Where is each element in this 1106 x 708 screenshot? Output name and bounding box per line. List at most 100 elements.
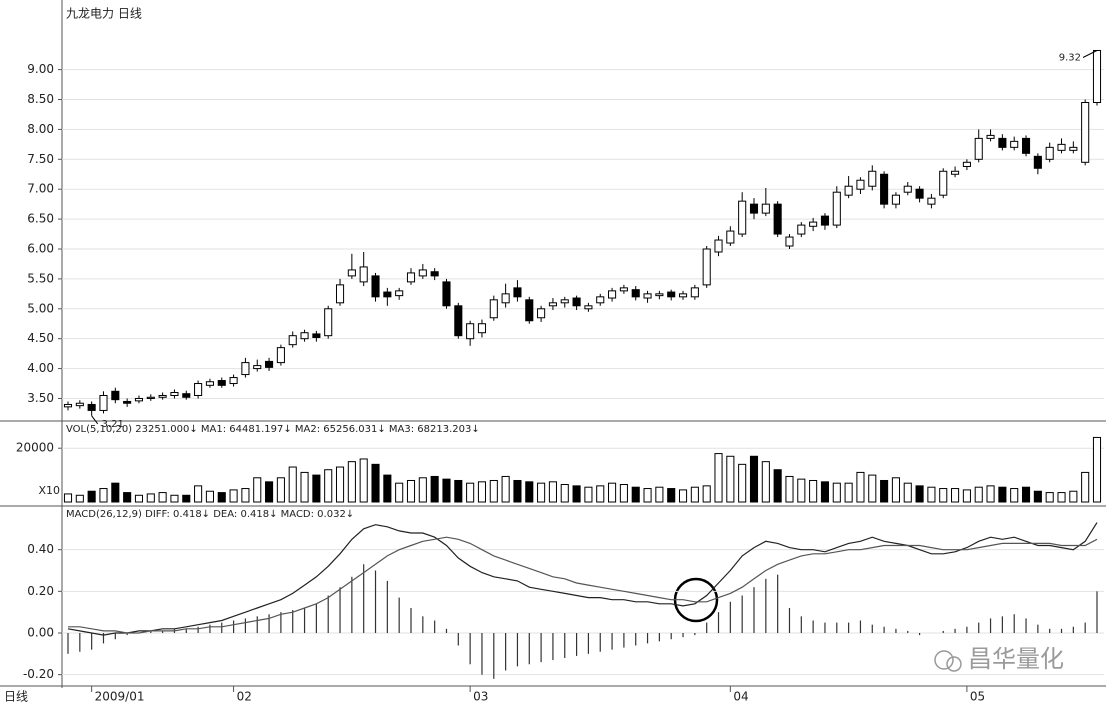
candle-body xyxy=(714,239,723,253)
volume-bar xyxy=(797,478,806,503)
volume-bar xyxy=(276,477,285,503)
candle-body xyxy=(915,188,924,199)
candle-body xyxy=(643,293,652,299)
candle-body xyxy=(383,291,392,298)
volume-bar xyxy=(596,485,605,503)
volume-bar xyxy=(608,482,617,503)
candle-body xyxy=(702,248,711,286)
volume-bar xyxy=(951,488,960,503)
candle-body xyxy=(809,221,818,227)
y-tick-label: 8.00 xyxy=(27,122,54,136)
candle-body xyxy=(619,287,628,292)
volume-bar xyxy=(714,453,723,503)
candle-body xyxy=(134,397,144,402)
candle-body xyxy=(501,293,510,304)
volume-bar xyxy=(477,481,487,503)
volume-bar xyxy=(631,486,640,503)
y-tick-label: 8.50 xyxy=(27,92,54,106)
candle-body xyxy=(844,185,853,196)
volume-bar xyxy=(466,482,475,503)
volume-bar xyxy=(572,485,581,503)
volume-bar xyxy=(690,486,699,503)
candle-body xyxy=(87,403,96,411)
volume-bar xyxy=(560,484,569,503)
x-tick-label: 2009/01 xyxy=(95,690,145,704)
volume-bar xyxy=(1092,436,1102,503)
candle-body xyxy=(477,323,487,334)
volume-bar xyxy=(974,486,983,503)
candle-body xyxy=(312,333,321,338)
candle-body xyxy=(1092,49,1102,104)
volume-bar xyxy=(489,479,498,503)
volume-bar xyxy=(217,492,226,503)
volume-header: VOL(5,10,20) 23251.000↓ MA1: 64481.197↓ … xyxy=(66,424,480,435)
volume-bar xyxy=(998,486,1007,503)
volume-bar xyxy=(962,489,971,503)
candle-body xyxy=(182,393,191,398)
volume-bar xyxy=(63,493,73,503)
volume-bar xyxy=(726,455,735,503)
volume-bar xyxy=(809,479,818,503)
volume-bar xyxy=(335,466,345,503)
y-tick-label: -0.20 xyxy=(23,667,54,681)
candle-body xyxy=(678,293,688,298)
volume-bar xyxy=(1081,471,1090,503)
y-tick-label: 4.00 xyxy=(27,361,54,375)
candle-body xyxy=(288,335,297,346)
annotation-arrow xyxy=(91,415,99,425)
volume-bar xyxy=(761,461,770,503)
volume-bar xyxy=(430,475,439,503)
y-tick-label: 4.50 xyxy=(27,331,54,345)
candle-body xyxy=(998,137,1007,148)
volume-bar xyxy=(146,493,155,503)
x-tick-label: 05 xyxy=(970,690,985,704)
volume-bar xyxy=(87,490,96,503)
x-axis-label: 日线 xyxy=(4,690,28,704)
macd-line xyxy=(67,522,1098,636)
macd-header: MACD(26,12,9) DIFF: 0.418↓ DEA: 0.418↓ M… xyxy=(66,509,354,520)
volume-bar xyxy=(123,492,132,503)
volume-bar xyxy=(265,481,274,503)
candle-body xyxy=(868,170,877,187)
watermark: 昌华量化 xyxy=(968,645,1064,673)
candle-body xyxy=(205,381,214,386)
volume-bar xyxy=(584,486,593,503)
volume-bar xyxy=(501,475,510,503)
candle-body xyxy=(170,391,179,396)
annotation-label: 9.32 xyxy=(1059,52,1081,63)
candle-body xyxy=(927,197,936,205)
volume-bar xyxy=(738,463,747,503)
volume-bar xyxy=(548,481,557,503)
y-tick-label: 9.00 xyxy=(27,62,54,76)
y-tick-label: 6.50 xyxy=(27,212,54,226)
y-tick-label: 5.00 xyxy=(27,301,54,315)
volume-bar xyxy=(1069,490,1078,503)
volume-bar xyxy=(418,477,427,503)
volume-bar xyxy=(513,479,522,503)
volume-bar xyxy=(406,479,416,503)
candle-body xyxy=(797,224,806,235)
volume-bar xyxy=(832,482,841,503)
candle-body xyxy=(324,308,333,337)
candle-body xyxy=(300,332,309,340)
volume-bar xyxy=(170,494,179,503)
y-tick-label: 7.00 xyxy=(27,182,54,196)
volume-bar xyxy=(868,474,877,503)
volume-bar xyxy=(1033,490,1042,503)
candle-body xyxy=(1010,140,1019,148)
annotation-arrow xyxy=(1082,50,1098,58)
volume-bar xyxy=(182,494,191,503)
candle-body xyxy=(241,362,250,376)
candle-body xyxy=(655,293,664,297)
candle-body xyxy=(974,137,983,160)
volume-bar xyxy=(300,471,309,503)
candle-body xyxy=(891,194,900,205)
y-tick-label: 0.40 xyxy=(27,542,54,556)
candle-body xyxy=(608,290,617,299)
candle-body xyxy=(265,360,274,368)
candle-body xyxy=(347,269,356,277)
candle-body xyxy=(560,299,569,304)
candle-body xyxy=(513,287,522,298)
candle-body xyxy=(939,170,948,196)
